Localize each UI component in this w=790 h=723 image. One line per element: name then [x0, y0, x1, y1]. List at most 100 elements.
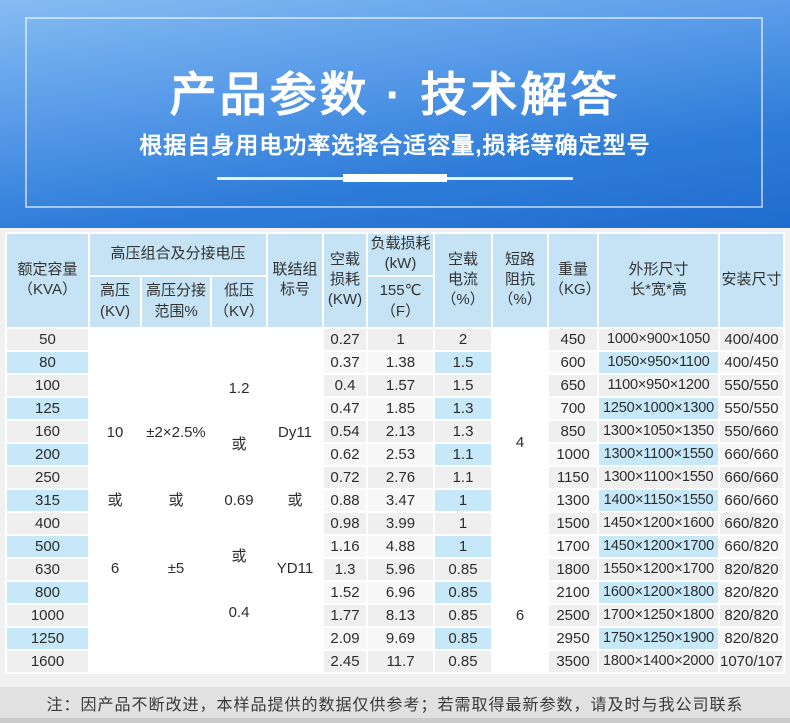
cell-no-load-loss: 2.45: [324, 650, 366, 672]
cell-no-load-current: 1.3: [435, 420, 491, 442]
col-header-impedance: 短路 阻抗 （%）: [493, 234, 547, 327]
cell-no-load-current: 1: [435, 535, 491, 557]
cell-weight: 1800: [549, 558, 597, 580]
cell-no-load-loss: 1.3: [324, 558, 366, 580]
cell-weight: 1500: [549, 512, 597, 534]
cell-weight: 700: [549, 397, 597, 419]
cell-no-load-loss: 1.16: [324, 535, 366, 557]
cell-dimensions: 1450×1200×1700: [599, 535, 718, 557]
table-row: 50 10 或 6 ±2×2.5% 或 ±5 1.2 或 0.69 或 0.4 Dy11 或 YD11 0.2…: [7, 328, 783, 672]
merged-cell-hv: 10 或 6: [90, 328, 140, 672]
cell-load-loss: 8.13: [368, 604, 433, 626]
cell-load-loss: 3.99: [368, 512, 433, 534]
cell-weight: 450: [549, 328, 597, 350]
col-header-dimensions: 外形尺寸 长*宽*高: [599, 234, 718, 327]
banner-divider: [217, 174, 573, 182]
cell-weight: 650: [549, 374, 597, 396]
table-row: 160 0.54 2.13 1.3 850 1300×1050×1350 550/660: [7, 420, 783, 442]
table-row: 630 1.3 5.96 0.85 6 1800 1550×1200×1700 820/820: [7, 558, 783, 672]
table-row: 1600 2.45 11.7 0.85 3500 1800×1400×2000 1070/1…: [7, 650, 783, 672]
table-row: 80 0.37 1.38 1.5 600 1050×950×1100 400/450: [7, 351, 783, 373]
cell-no-load-current: 2: [435, 328, 491, 350]
cell-load-loss: 3.47: [368, 489, 433, 511]
col-header-hv: 高压 (KV): [90, 276, 140, 327]
col-header-no-load-loss: 空载 损耗 (KW): [324, 234, 366, 327]
cell-load-loss: 1: [368, 328, 433, 350]
cell-rated-capacity: 1000: [7, 604, 88, 626]
cell-weight: 1000: [549, 443, 597, 465]
cell-install-size: 400/450: [720, 351, 783, 373]
cell-install-size: 820/820: [720, 581, 783, 603]
spec-table-body: 50 10 或 6 ±2×2.5% 或 ±5 1.2 或 0.69 或 0.4 Dy11 或 YD11 0.2…: [7, 328, 783, 672]
cell-load-loss: 2.13: [368, 420, 433, 442]
cell-load-loss: 6.96: [368, 581, 433, 603]
merged-cell-connection: Dy11 或 YD11: [268, 328, 322, 672]
col-header-install-size: 安装尺寸: [720, 234, 783, 327]
cell-no-load-loss: 0.37: [324, 351, 366, 373]
cell-install-size: 550/550: [720, 397, 783, 419]
col-header-hv-group: 高压组合及分接电压: [90, 234, 266, 275]
cell-dimensions: 1550×1200×1700: [599, 558, 718, 580]
cell-dimensions: 1700×1250×1800: [599, 604, 718, 626]
cell-dimensions: 1450×1200×1600: [599, 512, 718, 534]
cell-install-size: 1070/1070: [720, 650, 783, 672]
cell-no-load-current: 0.85: [435, 627, 491, 649]
col-header-lv: 低压 （KV）: [212, 276, 266, 327]
cell-load-loss: 1.57: [368, 374, 433, 396]
cell-dimensions: 1750×1250×1900: [599, 627, 718, 649]
cell-no-load-loss: 1.52: [324, 581, 366, 603]
cell-no-load-current: 1.5: [435, 374, 491, 396]
header-banner: 产品参数 · 技术解答 根据自身用电功率选择合适容量,损耗等确定型号: [0, 0, 790, 228]
cell-load-loss: 2.76: [368, 466, 433, 488]
cell-no-load-loss: 0.54: [324, 420, 366, 442]
cell-load-loss: 5.96: [368, 558, 433, 580]
cell-no-load-loss: 0.27: [324, 328, 366, 350]
cell-no-load-current: 0.85: [435, 558, 491, 580]
cell-weight: 1700: [549, 535, 597, 557]
cell-weight: 1150: [549, 466, 597, 488]
merged-cell-impedance: 4: [493, 328, 547, 557]
cell-rated-capacity: 800: [7, 581, 88, 603]
cell-no-load-loss: 2.09: [324, 627, 366, 649]
col-header-load-loss-temp: 155℃ （F）: [368, 276, 433, 327]
cell-no-load-loss: 0.4: [324, 374, 366, 396]
cell-install-size: 820/820: [720, 627, 783, 649]
cell-install-size: 400/400: [720, 328, 783, 350]
cell-weight: 850: [549, 420, 597, 442]
table-row: 100 0.4 1.57 1.5 650 1100×950×1200 550/550: [7, 374, 783, 396]
page-title: 产品参数 · 技术解答: [169, 68, 621, 121]
cell-install-size: 660/660: [720, 443, 783, 465]
cell-no-load-current: 1: [435, 512, 491, 534]
cell-install-size: 820/820: [720, 558, 783, 580]
cell-no-load-current: 1.5: [435, 351, 491, 373]
cell-install-size: 550/550: [720, 374, 783, 396]
cell-load-loss: 9.69: [368, 627, 433, 649]
table-row: 1250 2.09 9.69 0.85 2950 1750×1250×1900 820/82…: [7, 627, 783, 649]
cell-dimensions: 1800×1400×2000: [599, 650, 718, 672]
cell-no-load-current: 0.85: [435, 650, 491, 672]
table-row: 800 1.52 6.96 0.85 2100 1600×1200×1800 820/820: [7, 581, 783, 603]
cell-no-load-loss: 0.72: [324, 466, 366, 488]
merged-cell-lv: 1.2 或 0.69 或 0.4: [212, 328, 266, 672]
cell-rated-capacity: 1600: [7, 650, 88, 672]
merged-cell-tap: ±2×2.5% 或 ±5: [142, 328, 210, 672]
cell-install-size: 660/660: [720, 489, 783, 511]
cell-rated-capacity: 160: [7, 420, 88, 442]
cell-weight: 600: [549, 351, 597, 373]
spec-table: 额定容量 （KVA） 高压组合及分接电压 联结组 标号 空载 损耗 (KW) 负载损耗 (kW) 空…: [5, 232, 785, 674]
footer-note-text: 注：因产品不断改进，本样品提供的数据仅供参考；若需取得最新参数，请及时与我公司联…: [46, 696, 744, 714]
table-row: 250 0.72 2.76 1.1 1150 1300×1100×1550 660/660: [7, 466, 783, 488]
cell-dimensions: 1100×950×1200: [599, 374, 718, 396]
cell-dimensions: 1300×1100×1550: [599, 466, 718, 488]
footer-note-bar: 注：因产品不断改进，本样品提供的数据仅供参考；若需取得最新参数，请及时与我公司联…: [0, 687, 790, 723]
table-row: 500 1.16 4.88 1 1700 1450×1200×1700 660/820: [7, 535, 783, 557]
cell-install-size: 820/820: [720, 604, 783, 626]
cell-no-load-current: 1.1: [435, 443, 491, 465]
table-row: 315 0.88 3.47 1 1300 1400×1150×1550 660/660: [7, 489, 783, 511]
cell-no-load-current: 1.1: [435, 466, 491, 488]
cell-rated-capacity: 400: [7, 512, 88, 534]
cell-no-load-loss: 0.88: [324, 489, 366, 511]
cell-no-load-loss: 0.98: [324, 512, 366, 534]
col-header-weight: 重量 （KG）: [549, 234, 597, 327]
table-row: 125 0.47 1.85 1.3 700 1250×1000×1300 550/550: [7, 397, 783, 419]
